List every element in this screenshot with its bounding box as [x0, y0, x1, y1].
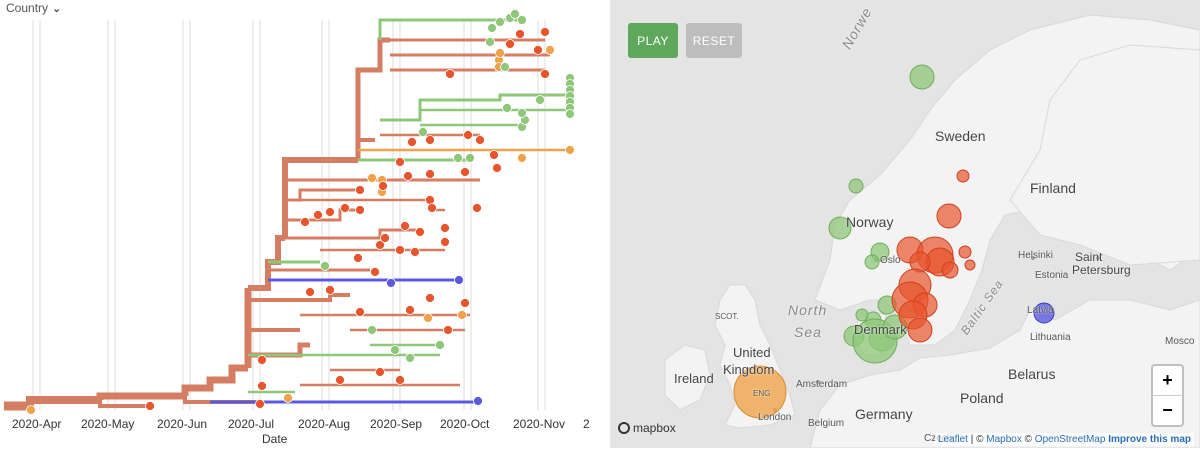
map-label: Saint: [1075, 250, 1103, 264]
map-label: Estonia: [1035, 270, 1069, 281]
x-axis-ticks: 2020-Apr 2020-May 2020-Jun 2020-Jul 2020…: [12, 417, 590, 431]
tick-label: 2020-Oct: [440, 417, 490, 431]
map-label: Petersburg: [1072, 263, 1131, 277]
map-label: Belarus: [1008, 366, 1056, 382]
leaflet-link[interactable]: Leaflet: [937, 434, 968, 445]
map-label: Norway: [846, 214, 894, 230]
tick-label: 2020-Jul: [228, 417, 274, 431]
tick-label: 2020-Sep: [370, 417, 422, 431]
tick-label: 2020-Aug: [298, 417, 350, 431]
osm-link[interactable]: OpenStreetMap: [1034, 434, 1106, 445]
tree-trunk: [4, 18, 570, 411]
zoom-in-button[interactable]: +: [1151, 364, 1184, 397]
continent-land: [809, 299, 1200, 448]
attribution-separator: | ©: [967, 434, 987, 445]
zoom-out-button[interactable]: −: [1151, 395, 1184, 427]
map-label: Belgium: [808, 418, 845, 429]
map-label: Helsinki: [1018, 250, 1054, 261]
map-label: United: [733, 345, 771, 360]
map-label: Sweden: [935, 128, 986, 144]
x-axis-title: Date: [262, 432, 288, 446]
tick-label: 2020-Nov: [513, 417, 565, 431]
map-label: Ireland: [674, 371, 714, 386]
map-label: Germany: [855, 406, 913, 422]
map-label: Finland: [1030, 180, 1076, 196]
map-attribution: Leaflet | © Mapbox © OpenStreetMap Impro…: [934, 433, 1194, 446]
map-label: Latvia: [1027, 305, 1054, 316]
mapbox-link[interactable]: Mapbox: [986, 434, 1022, 445]
england-cases: [733, 365, 787, 419]
tick-label: 2: [583, 417, 590, 431]
sweden-cases: [891, 169, 976, 343]
tick-label: 2020-Jun: [157, 417, 207, 431]
map-label: Amsterdam: [796, 379, 848, 390]
tree-tips: [26, 9, 575, 415]
map-label: Sea: [794, 324, 822, 340]
tick-label: 2020-May: [81, 417, 134, 431]
attribution-separator: ©: [1021, 434, 1035, 445]
map-label: London: [758, 412, 792, 423]
reset-button[interactable]: RESET: [686, 23, 742, 58]
map-label: ENG: [753, 389, 771, 398]
improve-map-link[interactable]: Improve this map: [1108, 434, 1191, 445]
mapbox-icon: [618, 422, 630, 434]
map-label: Oslo: [880, 255, 901, 266]
map-label: Lithuania: [1030, 332, 1071, 343]
map-canvas[interactable]: [610, 0, 1200, 448]
norway-cases: [828, 64, 935, 364]
play-button[interactable]: PLAY: [628, 23, 678, 58]
map-label: SCOT.: [715, 312, 739, 321]
chevron-down-icon: ⌄: [52, 2, 62, 15]
tick-label: 2020-Apr: [12, 417, 61, 431]
mapbox-text: mapbox: [633, 421, 676, 435]
map-label: Poland: [960, 390, 1004, 406]
mapbox-logo[interactable]: mapbox: [618, 421, 676, 435]
phylogenetic-tree[interactable]: 2020-Apr 2020-May 2020-Jun 2020-Jul 2020…: [0, 0, 600, 455]
latvia-cases: [1033, 302, 1055, 324]
tree-panel: Country ⌄: [0, 0, 600, 455]
map-panel[interactable]: PLAY RESET Norwe Sweden Finland Norway O…: [610, 0, 1200, 448]
grid-lines: [32, 20, 546, 410]
country-filter-dropdown[interactable]: Country ⌄: [6, 1, 61, 15]
country-filter-label: Country: [6, 1, 49, 15]
map-label: Kingdom: [723, 362, 775, 377]
map-label: North: [788, 302, 828, 318]
map-label: Denmark: [854, 322, 907, 337]
map-label: Mosco: [1165, 336, 1195, 347]
